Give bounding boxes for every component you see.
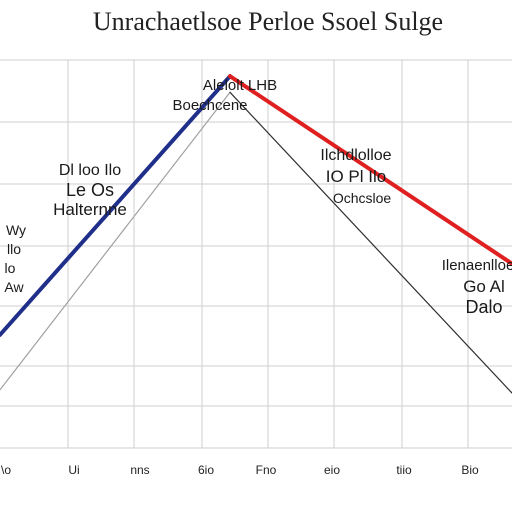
annotation-right-lower-line3: Dalo <box>465 297 502 317</box>
annotation-peak-line2: Boechcene <box>172 97 247 114</box>
x-axis-ticks: \o Ui nns 6io Fno eio tiio Bio <box>1 463 479 477</box>
annotation-left-upper: Dl loo Ilo Le Os Halternne <box>53 162 127 219</box>
annotation-right-upper-line1: Ilchdlolloe <box>320 147 391 164</box>
x-tick-label: Bio <box>461 463 479 477</box>
x-tick-label: nns <box>130 463 149 477</box>
x-tick-label: 6io <box>198 463 214 477</box>
series-line-dark <box>229 91 512 394</box>
series-layer <box>0 74 512 394</box>
annotation-right-lower-line1: Ilenaenlloe <box>442 257 512 274</box>
annotation-left-edge-line3: lo <box>5 260 16 276</box>
series-line-gray <box>0 91 231 391</box>
annotation-left-upper-line2: Le Os <box>66 180 114 200</box>
annotation-right-upper-line3: Ochcsloe <box>333 190 392 206</box>
annotation-left-edge: Wy llo lo Aw <box>4 222 26 295</box>
series-line-red <box>228 74 512 266</box>
grid <box>0 59 512 449</box>
chart-title: Unrachaetlsoe Perloe Ssoel Sulge <box>93 7 443 36</box>
annotation-left-edge-line2: llo <box>7 241 21 257</box>
x-tick-label: tiio <box>396 463 412 477</box>
series-line-blue <box>0 74 232 337</box>
annotation-left-upper-line3: Halternne <box>53 200 127 219</box>
x-tick-label: eio <box>324 463 340 477</box>
x-tick-label: Ui <box>68 463 79 477</box>
x-tick-label: Fno <box>256 463 277 477</box>
annotation-left-upper-line1: Dl loo Ilo <box>59 162 121 179</box>
annotation-peak-line1: Alelolt LHB <box>203 77 277 94</box>
x-tick-label: \o <box>1 463 11 477</box>
annotation-peak: Alelolt LHB Boechcene <box>172 77 277 114</box>
annotation-left-edge-line1: Wy <box>6 222 26 238</box>
annotation-right-lower: Ilenaenlloe Go Al Dalo <box>442 257 512 317</box>
annotation-left-edge-line4: Aw <box>4 279 24 295</box>
annotation-right-lower-line2: Go Al <box>463 277 505 296</box>
annotation-right-upper: Ilchdlolloe IO Pl Ilo Ochcsloe <box>320 147 391 206</box>
annotation-right-upper-line2: IO Pl Ilo <box>326 167 386 186</box>
